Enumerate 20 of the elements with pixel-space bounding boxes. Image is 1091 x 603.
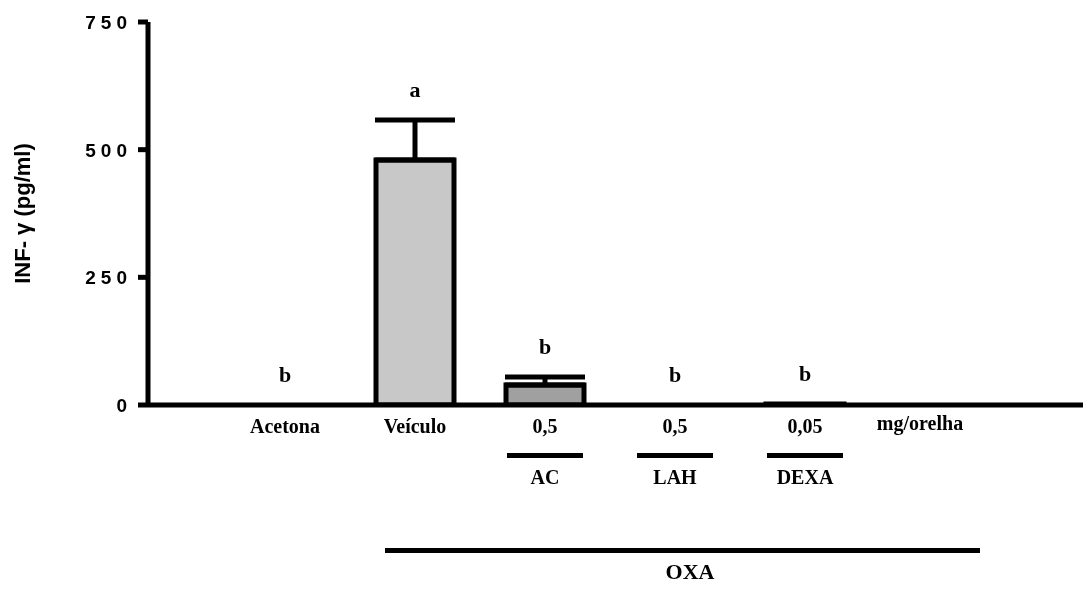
text: OXA	[664, 559, 716, 584]
y-axis-title: INF- γ (pg/ml)	[9, 143, 35, 284]
x-tick-label: 0,5	[532, 415, 558, 437]
text: DEXA	[775, 465, 835, 489]
y-tick-label: 0	[116, 395, 132, 416]
x-tick-label: 0,05	[787, 415, 823, 437]
y-tick-label: 250	[85, 267, 132, 289]
x-tick-label: Veículo	[383, 415, 447, 437]
annotation: a	[408, 77, 422, 103]
text: mg/orelha	[875, 411, 965, 435]
annotation: b	[277, 362, 293, 387]
annotation: b	[537, 333, 553, 359]
annotation: b	[797, 360, 813, 386]
annotation: b	[667, 362, 683, 387]
x-tick-label: Acetona	[250, 415, 320, 437]
y-tick-label: 750	[85, 12, 132, 33]
text: LAH	[652, 465, 698, 489]
y-tick-label: 500	[85, 139, 132, 161]
x-tick-label: 0,5	[662, 415, 688, 437]
text: AC	[529, 465, 561, 489]
